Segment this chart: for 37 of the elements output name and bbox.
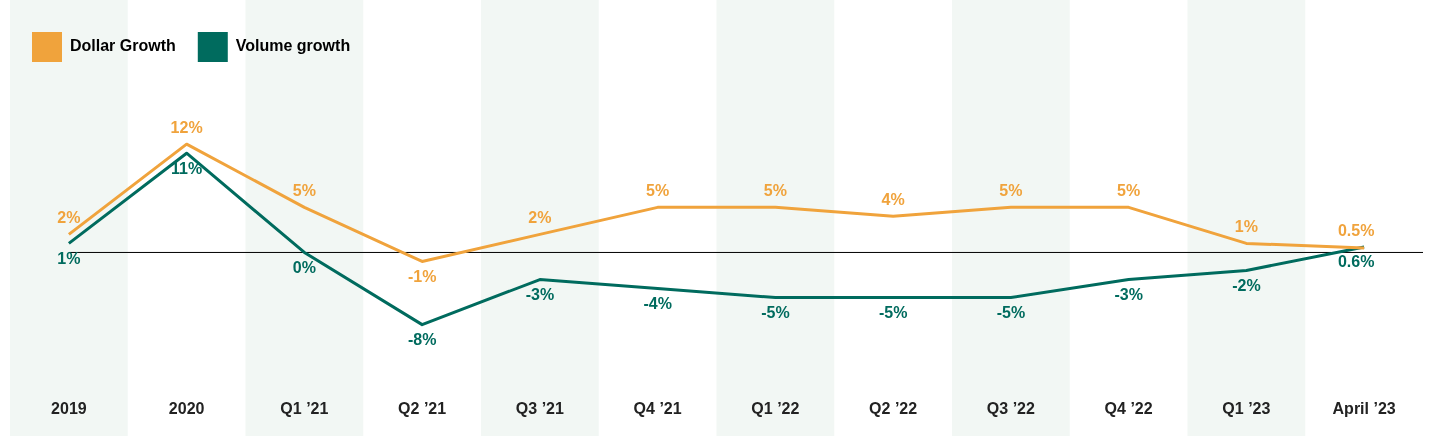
data-label: 1% <box>1234 217 1258 235</box>
data-label: -2% <box>1232 276 1261 294</box>
x-tick-label: Q2 ’21 <box>398 399 447 417</box>
x-tick-label: Q4 ’22 <box>1104 399 1153 417</box>
x-tick-label: April ’23 <box>1332 399 1396 417</box>
data-label: 5% <box>1117 181 1141 199</box>
data-label: 2% <box>57 208 81 226</box>
x-tick-label: 2020 <box>168 399 205 417</box>
legend-label: Dollar Growth <box>70 37 176 55</box>
data-label: 0.6% <box>1337 253 1375 271</box>
x-tick-label: Q1 ’22 <box>751 399 800 417</box>
data-label: -1% <box>407 267 437 285</box>
x-tick-label: Q1 ’21 <box>280 399 329 417</box>
data-label: -4% <box>643 294 672 312</box>
data-label: 5% <box>999 181 1023 199</box>
data-label: -8% <box>407 331 437 349</box>
data-label: 0.5% <box>1337 222 1375 240</box>
data-label: -3% <box>525 285 555 303</box>
legend-label: Volume growth <box>235 37 351 55</box>
x-tick-label: Q4 ’21 <box>633 399 682 417</box>
data-label: 1% <box>57 249 81 267</box>
data-label: 2% <box>528 208 552 226</box>
data-label: -3% <box>1114 285 1143 303</box>
x-tick-label: 2019 <box>51 399 87 417</box>
data-label: 0% <box>292 258 316 276</box>
data-label: -5% <box>878 303 908 321</box>
data-label: 5% <box>763 181 787 199</box>
data-label: 12% <box>170 118 203 136</box>
data-label: 5% <box>292 181 316 199</box>
x-tick-label: Q1 ’23 <box>1222 399 1271 417</box>
data-label: 5% <box>646 181 670 199</box>
data-label: 4% <box>881 190 905 208</box>
x-tick-label: Q3 ’22 <box>986 399 1035 417</box>
data-label: -5% <box>996 303 1026 321</box>
x-tick-label: Q3 ’21 <box>515 399 564 417</box>
x-tick-label: Q2 ’22 <box>869 399 918 417</box>
data-label: -5% <box>761 303 790 321</box>
